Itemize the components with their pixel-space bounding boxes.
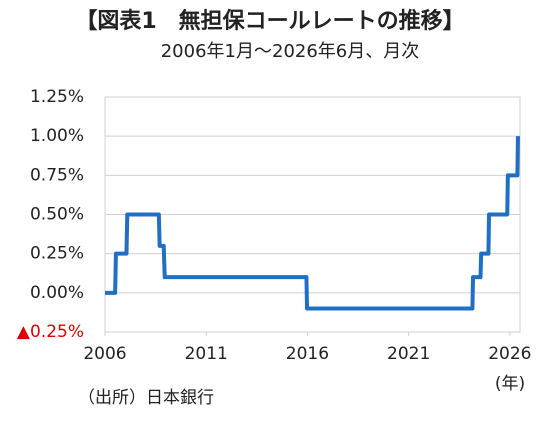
data-line (105, 136, 520, 311)
y-tick-label: 1.00% (30, 126, 84, 146)
x-tick-label: 2021 (387, 344, 430, 364)
x-tick-label: 2026 (488, 344, 531, 364)
y-tick-label: 1.25% (30, 87, 84, 107)
y-tick-label: 0.25% (30, 244, 84, 264)
plot-frame (104, 96, 521, 333)
x-tick-label: 2011 (185, 344, 228, 364)
source-note: （出所）日本銀行 (78, 388, 214, 408)
x-tick-label: 2006 (83, 344, 126, 364)
y-tick-label: ▲0.25% (17, 322, 84, 342)
y-tick-label: 0.75% (30, 165, 84, 185)
y-tick-label: 0.50% (30, 205, 84, 225)
chart-title: 【図表1 無担保コールレートの推移】 (75, 8, 464, 34)
y-tick-label: 0.00% (30, 283, 84, 303)
x-axis-unit: (年) (495, 374, 525, 394)
x-tick-label: 2016 (286, 344, 329, 364)
chart-subtitle: 2006年1月～2026年6月、月次 (161, 41, 420, 62)
